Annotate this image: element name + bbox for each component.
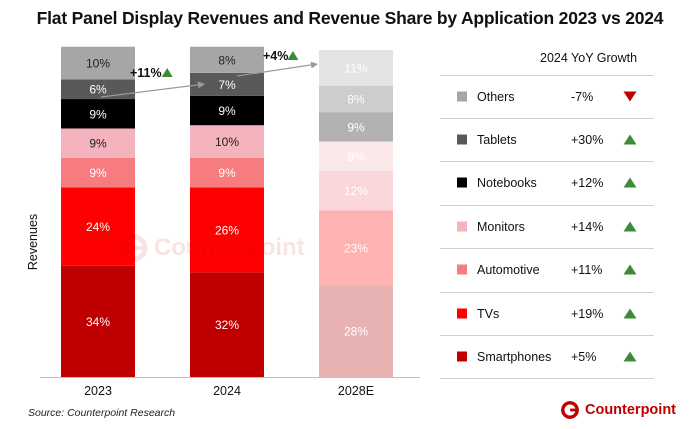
legend-growth-monitors: +14% (571, 220, 603, 234)
legend-growth-notebooks: +12% (571, 176, 603, 190)
growth-arrow-head-2 (310, 61, 318, 69)
data-label-others-2028e: 11% (344, 61, 367, 75)
bar-monitors-2028e (319, 141, 393, 171)
data-label-notebooks-2028e: 9% (347, 120, 365, 134)
legend-label-smartphones: Smartphones (477, 350, 551, 364)
x-tick-2028e: 2028E (338, 384, 374, 398)
bar-tablets-2024 (190, 72, 264, 96)
bar-tvs-2024 (190, 187, 264, 273)
legend-label-monitors: Monitors (477, 220, 525, 234)
bar-automotive-2028e (319, 170, 393, 211)
data-label-monitors-2023: 9% (89, 137, 107, 151)
y-axis-label: Revenues (26, 214, 40, 270)
brand-logo: Counterpoint (560, 400, 676, 420)
data-label-others-2024: 8% (218, 53, 236, 67)
data-label-smartphones-2024: 32% (215, 318, 239, 332)
x-tick-2023: 2023 (84, 384, 112, 398)
legend-label-tvs: TVs (477, 307, 499, 321)
legend-swatch-tvs (457, 308, 467, 319)
legend-swatch-notebooks (457, 177, 467, 188)
legend-swatch-tablets (457, 134, 467, 145)
growth-arrow-line-2 (236, 63, 315, 77)
up-arrow-icon-notebooks (623, 177, 637, 188)
data-label-smartphones-2028e: 28% (344, 325, 368, 339)
legend-label-tablets: Tablets (477, 133, 517, 147)
bar-others-2023 (61, 46, 135, 80)
bar-smartphones-2024 (190, 272, 264, 377)
legend-growth-tablets: +30% (571, 133, 603, 147)
data-label-automotive-2023: 9% (89, 166, 107, 180)
legend-label-automotive: Automotive (477, 263, 540, 277)
bar-monitors-2023 (61, 128, 135, 158)
growth-label-2: +4% (263, 49, 288, 63)
data-label-notebooks-2023: 9% (89, 107, 107, 121)
bar-automotive-2024 (190, 157, 264, 188)
growth-arrow-line-1 (100, 83, 202, 98)
legend-label-others: Others (477, 90, 515, 104)
bar-monitors-2024 (190, 125, 264, 158)
bar-tvs-2023 (61, 187, 135, 266)
data-label-monitors-2024: 10% (215, 135, 239, 149)
data-label-tablets-2023: 6% (89, 83, 107, 97)
bar-others-2028e (319, 50, 393, 86)
legend-header: 2024 YoY Growth (540, 51, 638, 65)
bar-automotive-2023 (61, 157, 135, 188)
legend-growth-automotive: +11% (571, 263, 602, 277)
bar-notebooks-2023 (61, 99, 135, 129)
bar-tvs-2028e (319, 210, 393, 286)
legend-swatch-others (457, 91, 467, 102)
legend-swatch-monitors (457, 221, 467, 232)
bar-tablets-2028e (319, 85, 393, 113)
legend-swatch-smartphones (457, 351, 467, 362)
data-label-tablets-2024: 7% (218, 78, 236, 92)
counterpoint-logo-icon (561, 401, 579, 419)
data-label-tablets-2028e: 8% (347, 93, 365, 107)
data-label-tvs-2024: 26% (215, 223, 239, 237)
data-label-automotive-2028e: 12% (344, 184, 368, 198)
up-arrow-icon-tvs (623, 308, 637, 319)
data-label-tvs-2028e: 23% (344, 241, 368, 255)
data-label-others-2023: 10% (86, 57, 110, 71)
data-label-monitors-2028e: 9% (347, 150, 365, 164)
legend-growth-tvs: +19% (571, 307, 603, 321)
legend-growth-smartphones: +5% (571, 350, 596, 364)
data-label-smartphones-2023: 34% (86, 315, 110, 329)
bar-smartphones-2028e (319, 285, 393, 377)
down-arrow-icon-others (623, 91, 637, 102)
legend-label-notebooks: Notebooks (477, 176, 537, 190)
bar-smartphones-2023 (61, 265, 135, 377)
bar-tablets-2023 (61, 79, 135, 100)
x-tick-2024: 2024 (213, 384, 241, 398)
bar-others-2024 (190, 46, 264, 73)
source-note: Source: Counterpoint Research (28, 407, 176, 419)
chart-title: Flat Panel Display Revenues and Revenue … (36, 8, 664, 28)
legend-growth-others: -7% (571, 90, 593, 104)
data-label-automotive-2024: 9% (218, 166, 236, 180)
up-arrow-icon-automotive (623, 264, 637, 275)
growth-up-icon-2 (287, 51, 299, 60)
data-label-tvs-2023: 24% (86, 220, 110, 234)
up-arrow-icon-tablets (623, 134, 637, 145)
legend-swatch-automotive (457, 264, 467, 275)
up-arrow-icon-monitors (623, 221, 637, 232)
data-label-notebooks-2024: 9% (218, 104, 236, 118)
growth-label-1: +11% (130, 66, 162, 80)
growth-arrow-head-1 (197, 81, 205, 89)
up-arrow-icon-smartphones (623, 351, 637, 362)
brand-name: Counterpoint (585, 402, 677, 418)
bar-notebooks-2028e (319, 112, 393, 142)
bar-notebooks-2024 (190, 95, 264, 126)
growth-up-icon-1 (161, 68, 173, 77)
